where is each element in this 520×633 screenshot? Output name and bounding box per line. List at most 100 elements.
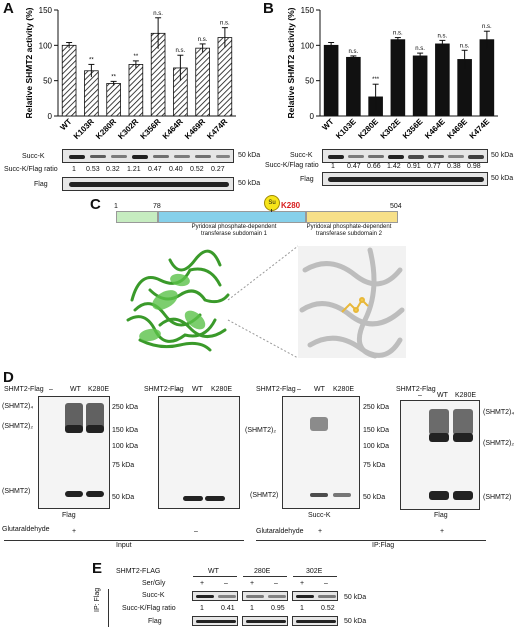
mw-label: 75 kDa: [112, 462, 135, 469]
ratio-value: 1: [250, 605, 254, 612]
mw-label: 50 kDa: [363, 494, 386, 501]
significance-label: n.s.: [438, 33, 448, 39]
significance-label: n.s.: [198, 37, 208, 43]
panel-label-b: B: [263, 0, 274, 17]
sergly-label: Ser/Gly: [142, 580, 166, 587]
shmt2flag-label: SHMT2-FLAG: [116, 568, 161, 575]
x-tick-label: K302R: [116, 117, 140, 141]
lane-label: –: [49, 386, 53, 393]
flag-label: Flag: [148, 618, 162, 625]
significance-label: n.s.: [220, 21, 230, 27]
ipflag-label: IP:Flag: [372, 542, 395, 549]
lane-label: K280E: [455, 392, 477, 399]
x-tick-label: WT: [320, 117, 335, 132]
subdomain-2-label: Pyridoxal phosphate-dependent transferase…: [306, 224, 392, 237]
x-tick-label: K280E: [356, 117, 380, 141]
significance-label: **: [134, 54, 139, 60]
flag-blot-a: [62, 177, 234, 191]
bar: [106, 83, 121, 117]
significance-label: n.s.: [482, 24, 492, 30]
x-tick-label: K103R: [72, 117, 96, 141]
blot-label: Flag: [434, 512, 448, 519]
mw-label: 75 kDa: [363, 462, 386, 469]
ratio-value: 0.47: [347, 163, 361, 170]
mw-label: 100 kDa: [363, 443, 390, 450]
blot-label: Succ-K: [308, 512, 331, 519]
significance-label: ***: [372, 77, 380, 83]
y-tick-label: 150: [301, 6, 315, 15]
x-tick-label: K356R: [139, 117, 163, 141]
flag-blot-b: [322, 172, 488, 186]
succk-label-a: Succ-K: [22, 153, 45, 160]
ratio-value: 0.27: [211, 166, 225, 173]
group-label: 302E: [306, 568, 323, 575]
significance-label: n.s.: [176, 48, 186, 54]
dimer-label: (SHMT2)₂: [483, 440, 515, 447]
blot-d1: [38, 396, 110, 509]
lane-label: –: [176, 386, 180, 393]
y-axis-label: Relative SHMT2 activity (%): [24, 7, 34, 118]
monomer-label: (SHMT2): [2, 488, 31, 495]
lane-label: WT: [70, 386, 81, 393]
site-label: K280: [281, 201, 301, 210]
glutaraldehyde-sign: –: [194, 528, 198, 535]
mw-label: 50 kDa: [344, 594, 367, 601]
bar: [128, 64, 144, 117]
ratio-value: 0.91: [407, 163, 421, 170]
ratio-value: 1.42: [387, 163, 401, 170]
sign: +: [300, 580, 305, 587]
domain-end: 504: [390, 203, 402, 210]
lane-label: K280E: [333, 386, 355, 393]
input-label: Input: [116, 542, 132, 549]
ratio-value: 0.40: [169, 166, 183, 173]
x-tick-label: K464E: [423, 117, 447, 141]
x-tick-label: K474E: [468, 117, 492, 141]
glutaraldehyde-sign: +: [440, 528, 445, 535]
group-label: 280E: [254, 568, 271, 575]
succk-label-b: Succ-K: [290, 152, 313, 159]
sign: +: [250, 580, 255, 587]
group-label: WT: [208, 568, 219, 575]
lane-label: –: [418, 392, 422, 399]
mw-label: 50 kDa: [344, 618, 367, 625]
mw-label: 50 kDa: [238, 152, 261, 159]
ratio-value: 0.32: [106, 166, 120, 173]
dimer-label: (SHMT2)₂: [2, 423, 34, 430]
divider: [256, 540, 486, 541]
shmt2flag-label: SHMT2-Flag: [4, 386, 44, 393]
ratio-label-a: Succ-K/Flag ratio: [4, 166, 58, 173]
glutaraldehyde-sign: +: [318, 528, 323, 535]
ratio-value: 0.52: [321, 605, 335, 612]
ip-label: IP: Flag: [94, 587, 101, 612]
ratio-value: 0.98: [467, 163, 481, 170]
lane-label: –: [297, 386, 301, 393]
mw-label: 150 kDa: [112, 427, 139, 434]
significance-label: n.s.: [393, 31, 403, 37]
bar: [479, 39, 495, 117]
monomer-label: (SHMT2): [250, 492, 279, 499]
ratio-value: 1: [331, 163, 335, 170]
y-tick-label: 50: [43, 77, 52, 86]
flag-label-a: Flag: [34, 181, 48, 188]
protein-structure-image: [126, 245, 406, 359]
y-tick-label: 100: [301, 41, 315, 50]
significance-label: **: [89, 57, 94, 63]
ratio-value: 0.38: [447, 163, 461, 170]
significance-label: n.s.: [153, 11, 163, 17]
chart-a: 0 50 100 150 Relative SHMT2 activity (%) WT **…: [24, 6, 236, 141]
domain-mid: 78: [153, 203, 161, 210]
domain-subdomain-2: [306, 211, 398, 223]
succk-blot-e-wt: [192, 591, 238, 601]
ratio-label-b: Succ-K/Flag ratio: [265, 162, 319, 169]
blot-d3: [282, 396, 360, 509]
mw-label: 250 kDa: [112, 404, 139, 411]
domain-subdomain-1: [158, 211, 306, 223]
divider: [4, 540, 244, 541]
x-tick-label: K356E: [401, 117, 425, 141]
chart-b: 0 50 100 150 Relative SHMT2 activity (%) WT n.…: [286, 6, 498, 141]
blot-d2: [158, 396, 240, 509]
glutaraldehyde-label: Glutaraldehyde: [2, 526, 50, 533]
mw-label: 50 kDa: [491, 175, 514, 182]
sign: –: [324, 580, 328, 587]
bar: [195, 47, 210, 117]
